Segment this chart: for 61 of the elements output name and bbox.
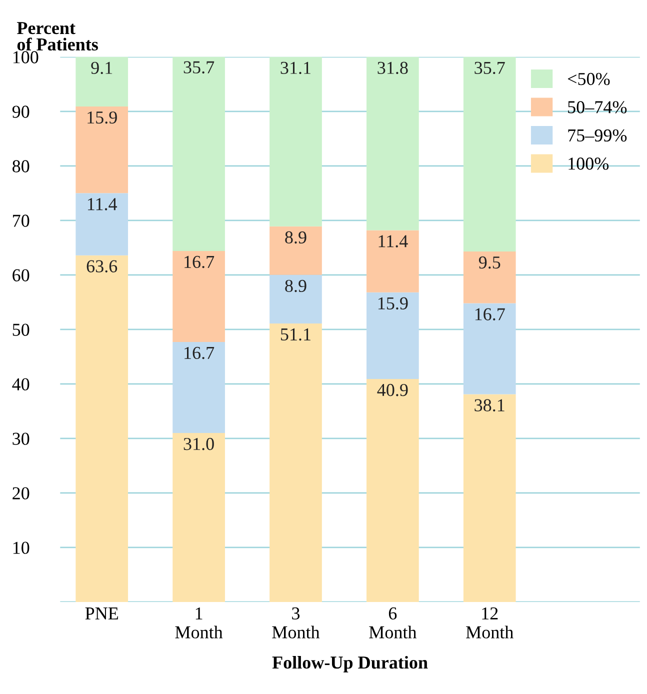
x-tick-label: 6 Month: [369, 607, 417, 638]
bar: [366, 379, 419, 602]
data-label: 16.7: [184, 346, 214, 360]
data-label: 38.1: [474, 399, 504, 412]
legend-label: <50%: [568, 72, 610, 86]
bar: [270, 56, 322, 226]
data-label: 15.9: [88, 111, 117, 124]
data-label: 31.0: [184, 438, 214, 450]
bar: [76, 106, 128, 194]
data-label: 9.1: [91, 62, 112, 74]
legend-label: 100%: [568, 158, 609, 170]
bar: [172, 433, 225, 602]
y-tick-label: 50: [12, 324, 30, 336]
bar: [366, 56, 419, 230]
y-tick-label: 90: [12, 106, 30, 118]
data-label: 63.6: [86, 260, 118, 272]
bar: [366, 230, 419, 292]
data-label: 35.7: [184, 61, 214, 74]
data-label: 8.9: [285, 280, 306, 292]
y-tick-label: 100: [13, 51, 38, 64]
bar: [76, 193, 128, 256]
data-label: 35.7: [474, 62, 505, 74]
data-label: 11.4: [378, 235, 408, 248]
legend-label: 75–99%: [568, 129, 627, 142]
y-axis-title: Percent of Patients: [17, 22, 98, 51]
data-label: 31.1: [280, 62, 310, 74]
bar: [463, 394, 516, 602]
x-axis-title: Follow-Up Duration: [272, 656, 428, 672]
bar: [172, 56, 225, 251]
bar: [172, 342, 225, 434]
bar: [270, 323, 322, 602]
x-tick-label: 3 Month: [272, 607, 320, 638]
bar: [463, 56, 516, 252]
y-tick-label: 10: [13, 542, 30, 554]
y-tick-label: 20: [12, 487, 30, 500]
data-label: 16.7: [475, 308, 505, 320]
data-label: 8.9: [285, 231, 306, 244]
x-tick-label: 12 Month: [466, 607, 514, 638]
data-label: 9.5: [478, 256, 500, 269]
data-label: 15.9: [378, 297, 408, 310]
data-label: 31.8: [378, 62, 408, 74]
x-tick-label: 1 Month: [175, 607, 223, 638]
bar: [76, 255, 128, 602]
bar: [270, 274, 322, 324]
legend-label: 50–74%: [568, 101, 627, 114]
bar: [366, 292, 419, 380]
bar: [463, 303, 516, 394]
data-label: 16.7: [184, 256, 214, 268]
y-tick-label: 80: [12, 160, 30, 172]
bar: [172, 250, 225, 342]
y-tick-label: 60: [12, 269, 30, 282]
data-label: 40.9: [377, 384, 408, 396]
data-label: 11.4: [88, 198, 118, 210]
y-tick-label: 30: [12, 432, 30, 445]
bar: [270, 226, 322, 275]
y-tick-label: 70: [13, 214, 30, 227]
bar: [463, 251, 516, 304]
bar: [76, 56, 128, 107]
data-label: 51.1: [280, 328, 310, 341]
x-tick-label: PNE: [85, 608, 118, 620]
y-tick-label: 40: [12, 378, 30, 390]
